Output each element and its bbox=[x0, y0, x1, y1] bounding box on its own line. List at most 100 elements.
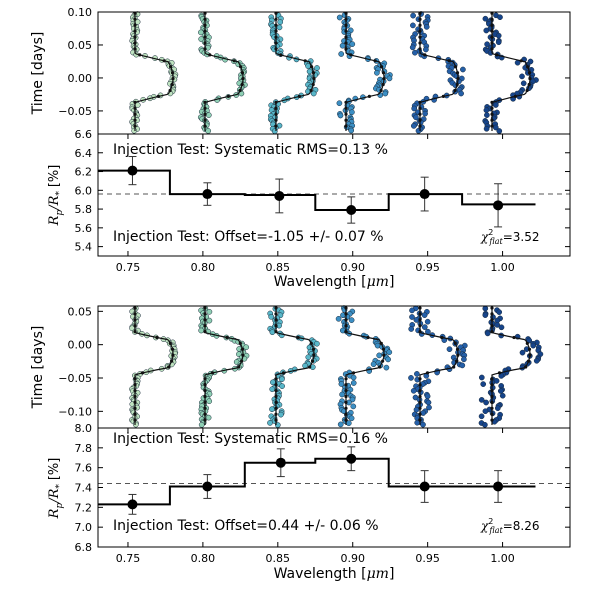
top-lc-model-marker bbox=[171, 77, 175, 81]
top-lc-model-marker bbox=[169, 65, 173, 69]
bottom-lc-model-marker bbox=[238, 341, 242, 345]
top-lc-model-marker bbox=[379, 88, 383, 93]
top-spectrum-xtick-label: 0.90 bbox=[340, 261, 365, 274]
top-lc-model-marker bbox=[203, 106, 207, 110]
top-annotation-rms: Injection Test: Systematic RMS=0.13 % bbox=[113, 142, 388, 158]
bottom-lc-point bbox=[350, 380, 357, 386]
top-lc-model-marker bbox=[203, 41, 207, 45]
bottom-lc-model-marker bbox=[490, 330, 494, 334]
bottom-lc-model-marker bbox=[425, 371, 430, 375]
bottom-lc-model-marker bbox=[344, 306, 348, 310]
top-lightcurve-panel: 0.10 0.05 0.00 −0.05 Time [days] bbox=[30, 6, 571, 135]
top-lc-point bbox=[482, 15, 489, 22]
bottom-lc-model-marker bbox=[381, 359, 385, 363]
top-lc-model-marker bbox=[344, 35, 348, 39]
top-lc-model-marker bbox=[170, 71, 175, 75]
top-lc-point bbox=[422, 110, 428, 117]
bottom-lightcurve-ylabel: Time [days] bbox=[30, 326, 46, 410]
bottom-lc-model-marker bbox=[210, 371, 215, 375]
top-lc-model-marker bbox=[454, 65, 458, 69]
bottom-lc-model-marker bbox=[528, 353, 532, 357]
bottom-lc-model-marker bbox=[203, 400, 207, 404]
bottom-lc-model-marker bbox=[344, 389, 348, 393]
bottom-lc-model-marker bbox=[418, 306, 422, 310]
bottom-lc-model-marker bbox=[281, 371, 286, 375]
bottom-lc-model-marker bbox=[418, 418, 422, 422]
bottom-lc-model-marker bbox=[418, 330, 422, 334]
bottom-lc-model-marker bbox=[344, 312, 348, 316]
bottom-lc-point bbox=[533, 357, 540, 364]
bottom-lc-model-marker bbox=[344, 318, 348, 322]
bottom-lc-model-marker bbox=[381, 347, 386, 351]
bottom-lc-point bbox=[350, 403, 357, 410]
bottom-lc-model-marker bbox=[490, 312, 494, 316]
bottom-lc-point bbox=[279, 376, 285, 383]
top-lc-model-marker bbox=[238, 88, 242, 93]
bottom-lc-point bbox=[386, 349, 393, 356]
top-spectrum-panel: 6.66.46.26.05.85.65.4 0.75 0.80 0.85 0.90 0.… bbox=[47, 128, 571, 290]
bottom-lc-point bbox=[408, 375, 414, 381]
bottom-lc-point bbox=[205, 414, 212, 421]
top-lc-point bbox=[410, 123, 417, 129]
top-lc-model-marker bbox=[303, 59, 307, 63]
top-lc-point bbox=[409, 44, 416, 51]
top-lc-model bbox=[134, 13, 174, 131]
bottom-lc-point bbox=[494, 322, 501, 328]
bottom-lc-model-marker bbox=[418, 406, 422, 410]
bottom-lc-point bbox=[499, 392, 506, 399]
top-lc-point bbox=[496, 128, 503, 134]
bottom-spectrum-data-point bbox=[202, 481, 213, 492]
bottom-lc-model-marker bbox=[225, 335, 229, 340]
bottom-lc-model-marker bbox=[490, 383, 494, 387]
bottom-spectrum-xtick-label: 0.75 bbox=[116, 552, 141, 565]
bottom-lc-point bbox=[267, 420, 273, 426]
top-lc-model-marker bbox=[311, 71, 316, 75]
bottom-lc-model-marker bbox=[274, 400, 278, 404]
top-lc-model-marker bbox=[418, 118, 422, 122]
bottom-spectrum-ytick-label: 7.2 bbox=[75, 501, 93, 514]
bottom-lc-point bbox=[206, 398, 213, 405]
top-lc-model-marker bbox=[455, 82, 459, 87]
top-lc-model-marker bbox=[344, 100, 348, 104]
bottom-xlabel-unit: μm bbox=[367, 566, 389, 582]
bottom-lc-model-marker bbox=[274, 312, 278, 316]
top-spectrum-data-point bbox=[127, 165, 138, 176]
bottom-lc-point bbox=[409, 307, 415, 314]
bottom-lc-model-marker bbox=[490, 406, 494, 410]
top-lc-model-marker bbox=[382, 77, 386, 81]
top-lc-model-marker bbox=[456, 77, 460, 81]
top-lc-model-marker bbox=[418, 124, 422, 128]
bottom-lc-point bbox=[497, 388, 504, 394]
top-lc-model-marker bbox=[418, 100, 422, 104]
bottom-lc-model-marker bbox=[274, 406, 278, 410]
bottom-lc-model-marker bbox=[455, 359, 459, 363]
bottom-spectrum-points bbox=[127, 446, 504, 515]
top-chi-square-label: χ2 flat=3.52 bbox=[480, 228, 539, 246]
bottom-lc-model-marker bbox=[274, 306, 278, 310]
top-lc-point bbox=[310, 90, 317, 97]
top-lc-model-marker bbox=[490, 112, 494, 116]
bottom-ylabel-r: R bbox=[47, 508, 62, 519]
bottom-lc-point bbox=[424, 393, 431, 400]
bottom-lc-model-marker bbox=[133, 312, 137, 316]
top-lc-model-marker bbox=[367, 94, 371, 98]
bottom-lc-model-marker bbox=[170, 359, 174, 363]
bottom-xlabel-main: Wavelength [ bbox=[274, 566, 367, 582]
bottom-lc-point bbox=[243, 344, 250, 351]
top-lc-point bbox=[484, 41, 490, 48]
bottom-lc-point bbox=[482, 305, 489, 312]
bottom-lc-point bbox=[526, 337, 533, 344]
top-lightcurve-ylabel: Time [days] bbox=[30, 32, 46, 116]
bottom-lc-point bbox=[426, 404, 432, 411]
top-spectrum-xlabel: Wavelength [μm] bbox=[274, 274, 395, 290]
top-lc-point bbox=[497, 14, 503, 21]
bottom-lc-model-marker bbox=[344, 330, 348, 334]
bottom-lc-point bbox=[206, 317, 213, 324]
top-lc-point bbox=[495, 39, 502, 46]
bottom-lc-point bbox=[414, 371, 420, 377]
bottom-lc-model-marker bbox=[274, 318, 278, 322]
bottom-lc-model-marker bbox=[418, 312, 422, 316]
top-lc-model-marker bbox=[418, 106, 422, 110]
bottom-lc-point bbox=[349, 396, 356, 403]
top-spectrum-ytick-label: 6.0 bbox=[75, 184, 93, 197]
